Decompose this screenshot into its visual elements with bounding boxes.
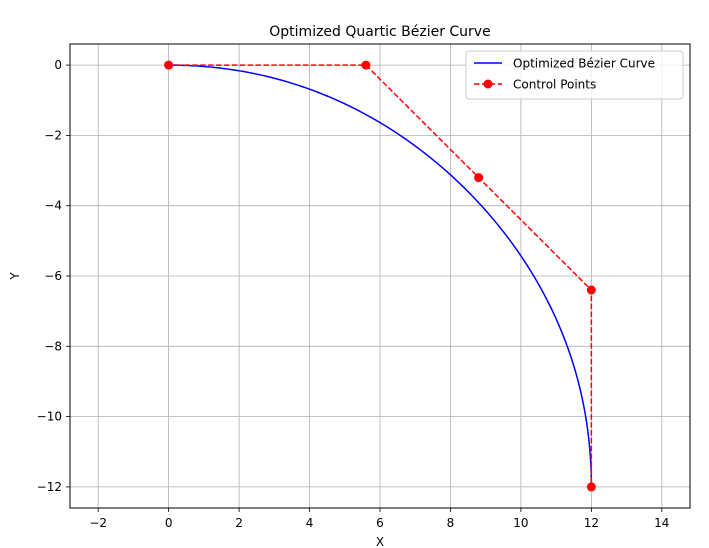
x-tick-label: 10 <box>513 516 528 530</box>
x-axis-label: X <box>376 535 384 548</box>
y-ticks: 0 −2 −4 −6 −8 −10 −12 <box>37 58 70 494</box>
x-tick-label: −2 <box>89 516 107 530</box>
x-tick-label: 0 <box>165 516 173 530</box>
x-tick-label: 12 <box>584 516 599 530</box>
legend-box <box>465 50 684 100</box>
control-point-marker <box>164 60 174 70</box>
x-ticks: −2 0 2 4 6 8 10 12 14 <box>89 508 669 530</box>
y-tick-label: −4 <box>44 199 62 213</box>
y-tick-label: 0 <box>54 58 62 72</box>
legend-label-control: Control Points <box>513 78 596 92</box>
control-point-marker <box>586 482 596 492</box>
x-tick-label: 4 <box>306 516 314 530</box>
y-axis-label: Y <box>8 272 22 281</box>
x-tick-label: 8 <box>447 516 455 530</box>
chart-title: Optimized Quartic Bézier Curve <box>269 24 490 40</box>
y-tick-label: −6 <box>44 269 62 283</box>
y-tick-label: −12 <box>37 480 62 494</box>
x-tick-label: 14 <box>654 516 669 530</box>
y-tick-label: −2 <box>44 128 62 142</box>
control-point-marker <box>586 285 596 295</box>
legend-label-bezier: Optimized Bézier Curve <box>513 57 655 71</box>
y-tick-label: −8 <box>44 339 62 353</box>
control-point-marker <box>474 173 484 183</box>
legend-marker-control <box>483 79 493 89</box>
control-point-marker <box>361 60 371 70</box>
plot-content <box>164 60 596 492</box>
y-tick-label: −10 <box>37 410 62 424</box>
legend: Optimized Bézier Curve Control Points <box>465 50 684 100</box>
x-tick-label: 6 <box>376 516 384 530</box>
bezier-curve-line <box>168 64 593 487</box>
x-tick-label: 2 <box>235 516 243 530</box>
